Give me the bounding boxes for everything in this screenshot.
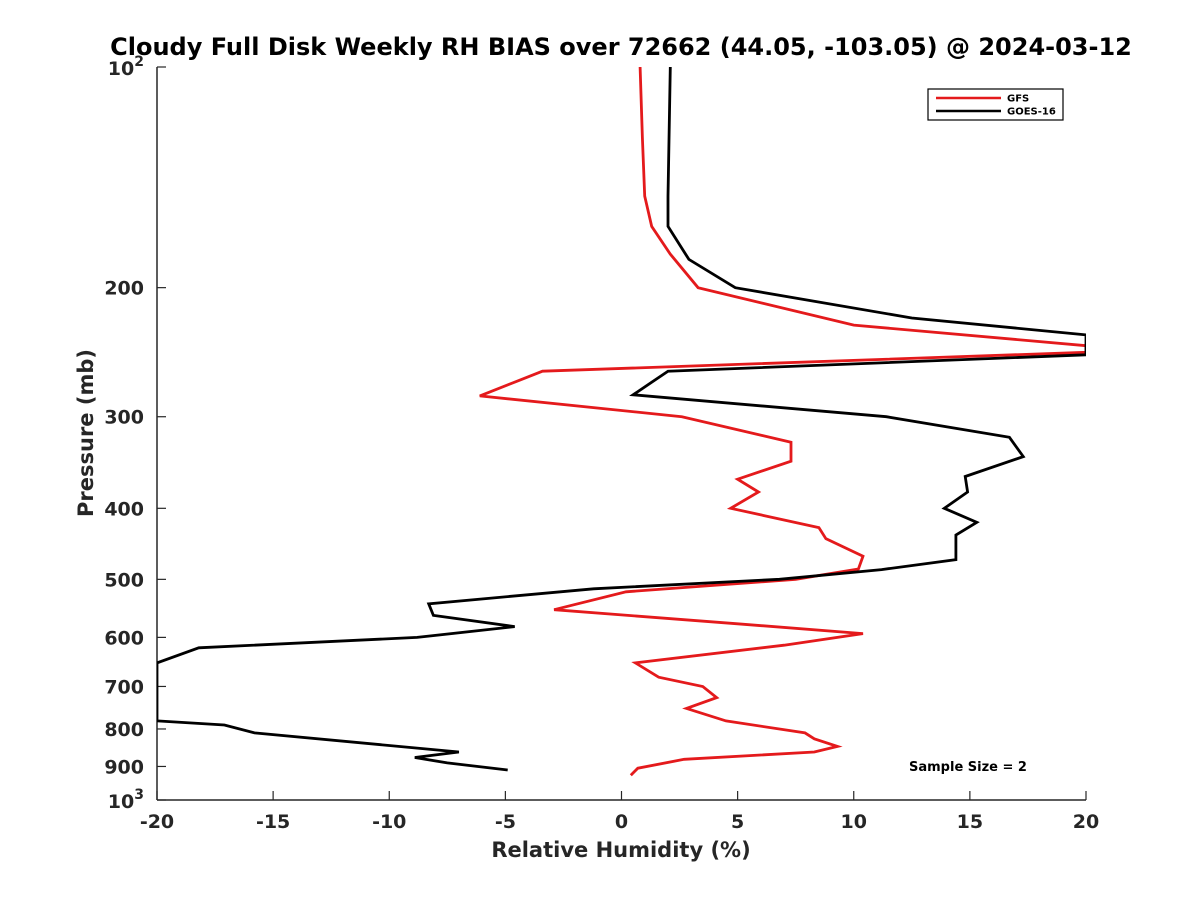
y-tick-label: 103 [108, 787, 144, 813]
x-tick-label: -5 [495, 811, 516, 833]
x-axis-label: Relative Humidity (%) [491, 838, 750, 862]
y-tick-label: 200 [104, 278, 144, 300]
x-tick-label: -10 [372, 811, 406, 833]
y-tick-label: 600 [104, 627, 144, 649]
y-tick-label: 400 [104, 498, 144, 520]
x-tick-label: 5 [731, 811, 744, 833]
x-tick-label: 10 [841, 811, 867, 833]
series-group [157, 67, 1086, 777]
y-tick-label: 900 [104, 756, 144, 778]
y-tick-base: 10 [108, 58, 134, 80]
legend: GFS GOES-16 [927, 88, 1064, 121]
x-tick-label: -20 [140, 811, 174, 833]
y-tick-exponent: 3 [134, 787, 144, 803]
x-tick-label: -15 [256, 811, 290, 833]
y-tick-label: 700 [104, 676, 144, 698]
x-tick-label: 15 [957, 811, 983, 833]
axes [156, 67, 1086, 801]
chart-title: Cloudy Full Disk Weekly RH BIAS over 726… [110, 33, 1132, 61]
y-tick-exponent: 2 [134, 54, 144, 70]
legend-box [927, 88, 1064, 121]
y-axis-label: Pressure (mb) [74, 349, 98, 517]
y-tick-label: 300 [104, 407, 144, 429]
y-tick-label: 500 [104, 569, 144, 591]
x-tick-label: 0 [615, 811, 628, 833]
y-tick-base: 10 [108, 791, 134, 813]
x-tick-label: 20 [1073, 811, 1099, 833]
tick-group: -20 -15 -10 -5 0 5 10 15 20102200300400500600700… [104, 54, 1099, 833]
sample-size-annotation: Sample Size = 2 [909, 760, 1027, 775]
y-tick-label: 800 [104, 719, 144, 741]
legend-label: GOES-16 [1007, 107, 1056, 118]
series-line-gfs [479, 67, 1086, 777]
y-tick-label: 102 [108, 54, 144, 80]
legend-label: GFS [1007, 94, 1029, 105]
series-line-goes-16 [157, 67, 1086, 772]
